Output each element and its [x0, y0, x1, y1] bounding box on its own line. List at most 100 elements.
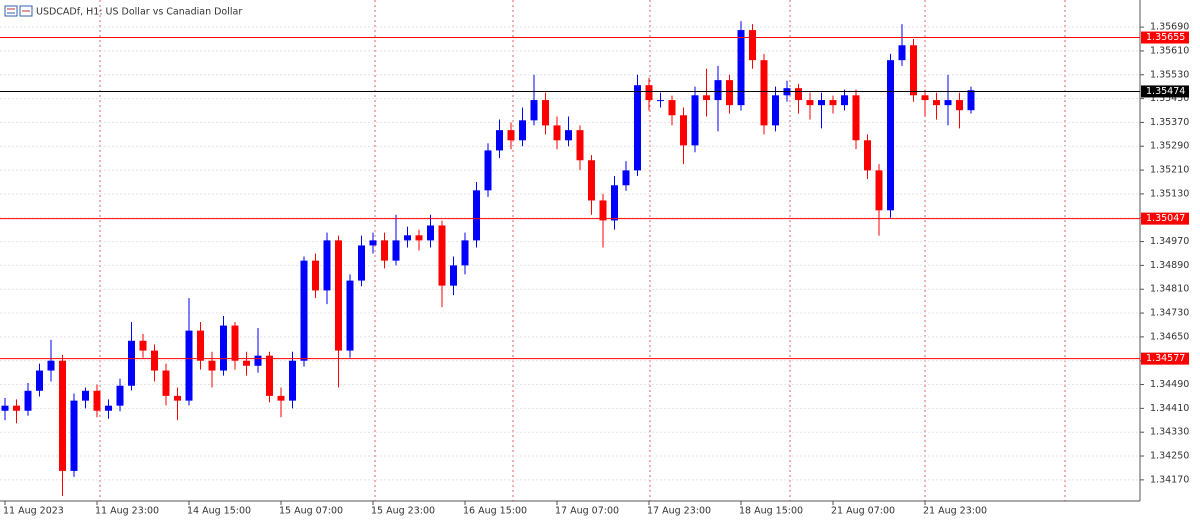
candle-body [933, 100, 940, 106]
candle-body [231, 325, 239, 361]
y-tick-label: 1.34250 [1150, 451, 1189, 462]
chart-title: USDCADf, H1: US Dollar vs Canadian Dolla… [36, 7, 242, 18]
y-tick-label: 1.34730 [1150, 308, 1189, 319]
candle-body [588, 160, 595, 201]
candle-body [864, 140, 871, 171]
candle-body [197, 330, 204, 361]
y-tick-label: 1.34970 [1150, 236, 1189, 247]
last-price-label: 1.35474 [1146, 86, 1185, 97]
y-tick-label: 1.35610 [1150, 45, 1189, 56]
candle-body [875, 170, 883, 211]
candle-body [300, 260, 308, 361]
y-tick-label: 1.35130 [1150, 188, 1189, 199]
candle-body [93, 390, 101, 411]
candle-body [151, 350, 158, 371]
candle-body [737, 30, 745, 106]
candle-body [162, 370, 170, 396]
candle-body [461, 240, 469, 266]
y-tick-label: 1.34170 [1150, 474, 1189, 485]
candle-body [323, 240, 331, 291]
level-tag [1141, 31, 1189, 44]
level-label: 1.35047 [1146, 213, 1185, 224]
candle-body [358, 245, 365, 281]
y-tick-label: 1.35450 [1150, 93, 1189, 104]
candle-body [530, 100, 538, 121]
candle-body [484, 150, 492, 191]
candle-body [852, 95, 860, 141]
candle-body [841, 95, 848, 106]
y-tick-label: 1.35690 [1150, 22, 1189, 33]
x-tick-label: 11 Aug 23:00 [95, 506, 159, 517]
candle-body [576, 130, 584, 161]
x-tick-label: 17 Aug 23:00 [647, 506, 711, 517]
x-tick-label: 16 Aug 15:00 [463, 506, 527, 517]
candle-body [622, 170, 630, 186]
icon [4, 5, 18, 17]
y-tick-label: 1.34890 [1150, 260, 1189, 271]
candle-body [680, 115, 687, 146]
candle-body [634, 85, 641, 171]
candle-body [956, 100, 963, 111]
y-tick-label: 1.34810 [1150, 284, 1189, 295]
candle-body [714, 80, 722, 101]
candle-body [691, 95, 699, 146]
candle-body [404, 235, 411, 241]
candle-body [657, 100, 664, 102]
y-tick-label: 1.34330 [1150, 427, 1189, 438]
level-tag [1141, 352, 1189, 365]
candle-body [450, 265, 457, 286]
last-price-tag [1141, 85, 1189, 98]
candle-body [174, 395, 181, 401]
candle-body [944, 100, 952, 106]
candle-body [599, 200, 607, 221]
x-tick-label: 21 Aug 23:00 [923, 506, 987, 517]
candle-body [668, 100, 676, 116]
candle-body [208, 360, 216, 371]
y-tick-label: 1.34490 [1150, 379, 1189, 390]
y-tick-label: 1.35210 [1150, 165, 1189, 176]
candle-body [507, 130, 515, 141]
y-tick-label: 1.35370 [1150, 117, 1189, 128]
candle-body [829, 100, 837, 106]
candle-body [1, 405, 9, 411]
candle-body [703, 95, 710, 101]
candle-body [898, 45, 906, 61]
candle-body [243, 360, 250, 366]
candle-body [346, 280, 354, 351]
candle-body [47, 360, 55, 371]
candle-body [277, 395, 285, 401]
candle-body [427, 225, 434, 241]
candle-body [565, 130, 572, 141]
y-tick-label: 1.35530 [1150, 69, 1189, 80]
candle-body [59, 360, 66, 471]
x-tick-label: 11 Aug 2023 [3, 506, 64, 517]
candle-body [438, 225, 446, 286]
candle-body [795, 88, 802, 101]
x-tick-label: 15 Aug 23:00 [371, 506, 435, 517]
candle-body [921, 95, 929, 101]
candle-body [335, 240, 342, 351]
candle-body [806, 100, 814, 106]
candle-body [381, 240, 388, 261]
candle-body [70, 400, 78, 471]
candle-body [496, 130, 503, 151]
y-tick-label: 1.34650 [1150, 331, 1189, 342]
candle-body [749, 30, 756, 61]
candle-body [312, 260, 319, 291]
session-separators [99, 0, 1066, 501]
x-tick-label: 18 Aug 15:00 [739, 506, 803, 517]
candle-body [910, 45, 917, 96]
x-tick-label: 17 Aug 07:00 [555, 506, 619, 517]
candle-body [967, 90, 975, 111]
candle-body [116, 385, 124, 406]
level-tag [1141, 212, 1189, 225]
candle-body [128, 340, 135, 386]
candle-body [553, 125, 561, 141]
candle-body [139, 340, 147, 351]
candle-body [254, 355, 262, 366]
y-tick-label: 1.35290 [1150, 141, 1189, 152]
candle-body [82, 390, 89, 401]
candle-body [760, 60, 768, 126]
candle-body [185, 330, 193, 401]
